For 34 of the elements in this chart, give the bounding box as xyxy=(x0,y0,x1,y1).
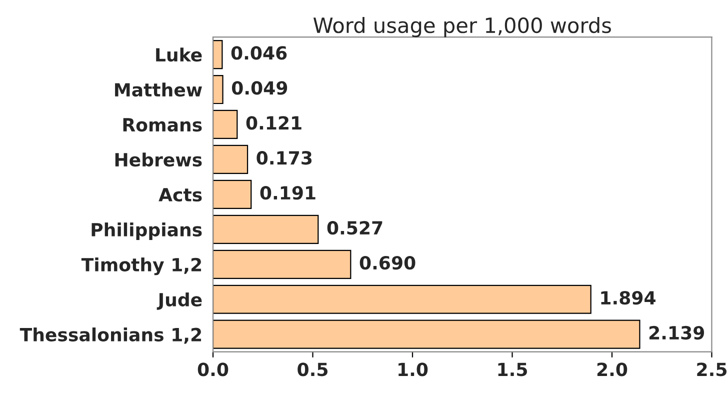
y-tick-label: Romans xyxy=(123,118,202,132)
y-tick-label: Matthew xyxy=(115,82,202,97)
data-label: 0.046 xyxy=(231,46,287,60)
y-tick-label: Thessalonians 1,2 xyxy=(20,327,202,344)
x-tick-label: 1.0 xyxy=(398,362,428,376)
data-label: 0.690 xyxy=(360,256,416,270)
y-tick-label: Jude xyxy=(156,292,202,310)
data-label: 0.527 xyxy=(327,221,382,235)
bar xyxy=(213,180,252,209)
y-tick-label: Philippians xyxy=(92,222,202,240)
bar xyxy=(213,284,592,314)
data-label: 0.191 xyxy=(260,186,316,200)
data-label: 0.173 xyxy=(256,151,312,165)
bar xyxy=(213,320,640,349)
chart-title: Word usage per 1,000 words xyxy=(313,17,611,38)
x-tick-label: 1.5 xyxy=(498,362,527,376)
data-label: 0.121 xyxy=(246,116,302,130)
bar xyxy=(213,250,352,279)
bar xyxy=(213,110,238,140)
x-tick-label: 0.5 xyxy=(298,362,328,376)
y-tick-label: Timothy 1,2 xyxy=(81,258,202,276)
bar xyxy=(213,40,223,70)
x-tick-label: 2.0 xyxy=(597,362,628,376)
data-label: 2.139 xyxy=(649,326,704,340)
x-tick-label: 0.0 xyxy=(198,362,228,376)
x-tick-label: 2.5 xyxy=(697,362,726,376)
data-label: 1.894 xyxy=(601,290,656,305)
bar xyxy=(213,214,319,244)
y-tick-label: Luke xyxy=(156,48,202,62)
bar xyxy=(213,74,224,104)
y-tick-label: Acts xyxy=(158,188,202,202)
data-label: 0.049 xyxy=(232,81,288,95)
y-tick-label: Hebrews xyxy=(115,152,202,167)
bar xyxy=(213,144,248,174)
